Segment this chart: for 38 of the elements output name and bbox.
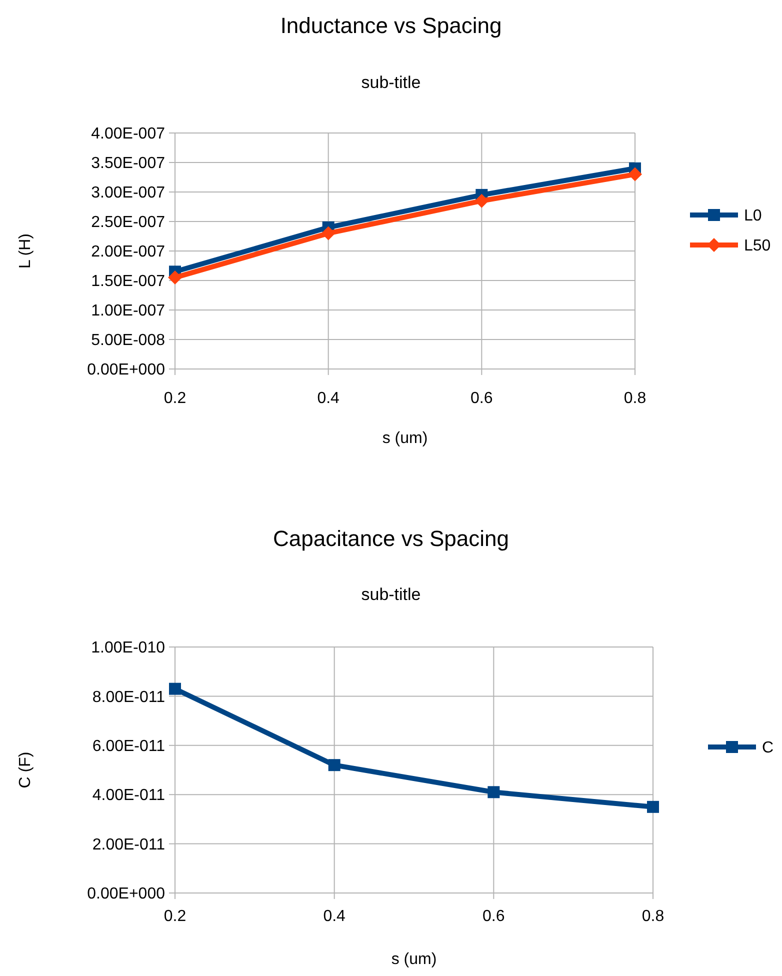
chart-subtitle: sub-title	[361, 585, 421, 604]
y-tick-label: 1.00E-007	[91, 302, 166, 320]
y-tick-label: 3.00E-007	[91, 184, 166, 202]
x-tick-label: 0.8	[642, 908, 664, 925]
point	[321, 226, 336, 240]
y-tick-label: 4.00E-011	[92, 787, 166, 804]
legend-label: L0	[744, 208, 762, 225]
y-tick-label: 2.00E-011	[92, 836, 166, 854]
point	[628, 167, 642, 182]
chart-title: Inductance vs Spacing	[280, 13, 502, 38]
y-tick-label: 0.00E+000	[87, 362, 166, 379]
x-tick-label: 0.2	[164, 908, 186, 925]
y-tick-label: 1.50E-007	[91, 273, 166, 290]
x-tick-label: 0.2	[164, 390, 186, 407]
point	[168, 270, 182, 285]
chart-subtitle: sub-title	[361, 73, 421, 92]
y-tick-label: 5.00E-008	[91, 332, 166, 350]
x-tick-label: 0.4	[323, 908, 346, 925]
x-tick-label: 0.4	[317, 390, 340, 407]
y-axis-title: L (H)	[17, 234, 34, 268]
y-tick-label: 3.50E-007	[91, 155, 166, 172]
point	[474, 194, 489, 208]
legend-label: L50	[744, 238, 771, 255]
y-tick-label: 8.00E-011	[92, 688, 166, 706]
y-tick-label: 6.00E-011	[92, 738, 166, 755]
x-tick-label: 0.6	[482, 908, 505, 925]
x-tick-label: 0.6	[470, 390, 493, 407]
chart-title: Capacitance vs Spacing	[272, 526, 510, 551]
legend-label: C	[762, 740, 774, 757]
y-axis-title: C (F)	[17, 752, 34, 788]
y-tick-label: 0.00E+000	[87, 886, 166, 903]
y-tick-label: 4.00E-007	[91, 126, 166, 143]
y-tick-label: 1.00E-010	[91, 640, 166, 657]
x-axis-title: s (um)	[391, 951, 437, 968]
y-tick-label: 2.50E-007	[91, 214, 166, 232]
x-tick-label: 0.8	[624, 390, 646, 407]
y-tick-label: 2.00E-007	[91, 244, 166, 261]
x-axis-title: s (um)	[382, 430, 428, 447]
